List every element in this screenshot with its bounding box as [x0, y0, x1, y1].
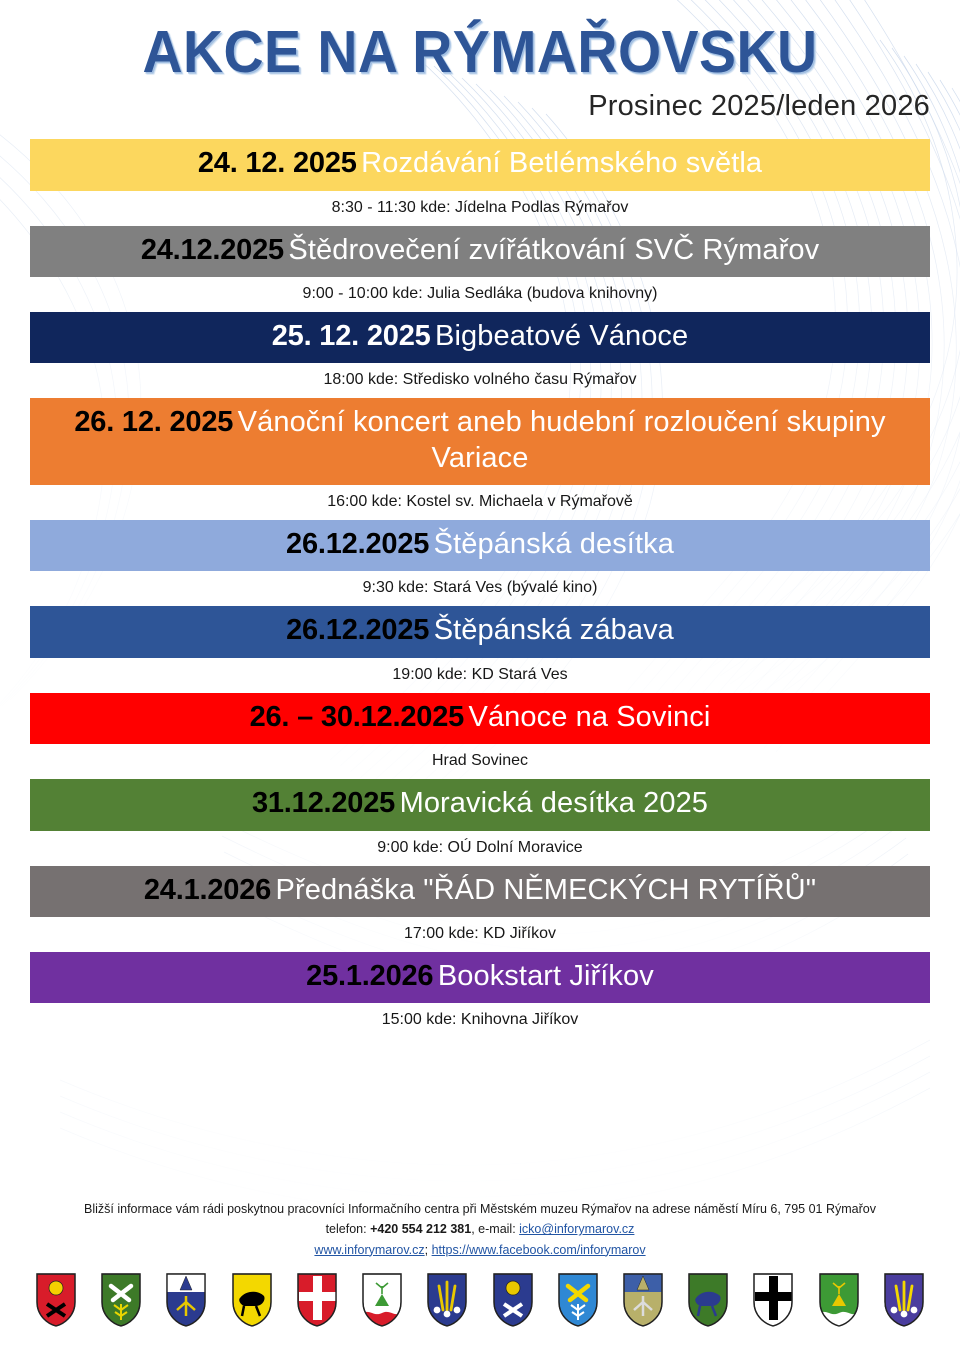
event-item: 25.1.2026 Bookstart Jiříkov 15:00 kde: Kn… — [0, 951, 960, 1038]
event-item: 26.12.2025 Štěpánská zábava 19:00 kde: KD… — [0, 606, 960, 692]
event-name: Moravická desítka 2025 — [399, 787, 709, 820]
event-name: Štědrovečení zvířátkování SVČ Rýmařov — [288, 233, 820, 266]
event-bar[interactable]: 25. 12. 2025 Bigbeatové Vánoce — [30, 311, 930, 364]
event-bar[interactable]: 31.12.2025 Moravická desítka 2025 — [30, 779, 930, 831]
event-bar[interactable]: 26. – 30.12.2025 Vánoce na Sovinci — [30, 692, 930, 745]
event-name: Štěpánská desítka — [433, 528, 674, 561]
event-item: 26. – 30.12.2025 Vánoce na Sovinci Hrad S… — [0, 692, 960, 779]
event-detail: 9:30 kde: Stará Ves (bývalé kino) — [362, 579, 598, 597]
event-date: 25.1.2026 — [306, 959, 434, 992]
event-bar[interactable]: 24. 12. 2025 Rozdávání Betlémského světl… — [30, 139, 930, 191]
crest-rymarov — [36, 1273, 76, 1327]
event-bar[interactable]: 24.12.2025 Štědrovečení zvířátkování SVČ… — [30, 225, 930, 277]
footer-email-label: , e-mail: — [471, 1222, 520, 1237]
footer-contact-info: Bližší informace vám rádi poskytnou prac… — [0, 1199, 960, 1260]
crest-bredov — [688, 1273, 728, 1327]
crest-tvrdkov — [492, 1273, 533, 1327]
event-bar[interactable]: 26.12.2025 Štěpánská zábava — [30, 606, 930, 658]
event-item: 24.1.2026 Přednáška "ŘÁD NĚMECKÝCH RYTÍŘ… — [0, 865, 960, 952]
footer-website-link[interactable]: www.inforymarov.cz — [314, 1242, 425, 1257]
event-date: 24. 12. 2025 — [197, 147, 357, 180]
event-detail: 17:00 kde: KD Jiříkov — [403, 924, 557, 942]
event-detail: 9:00 - 10:00 kde: Julia Sedláka (budova … — [302, 284, 658, 302]
crest-dolni-moravice — [623, 1273, 663, 1327]
event-date: 26.12.2025 — [286, 614, 430, 647]
crest-horni-zivotice — [884, 1273, 924, 1327]
crest-stara-ves — [166, 1273, 207, 1327]
footer-email-link[interactable]: icko@inforymarov.cz — [519, 1222, 635, 1237]
event-bar[interactable]: 25.1.2026 Bookstart Jiříkov — [30, 951, 930, 1004]
event-name: Štěpánská zábava — [433, 614, 674, 647]
event-detail: 18:00 kde: Středisko volného času Rýmařo… — [323, 371, 637, 389]
page-subtitle: Prosinec 2025/leden 2026 — [588, 90, 930, 123]
event-detail: 16:00 kde: Kostel sv. Michaela v Rýmařov… — [327, 493, 633, 511]
event-name: Vánoce na Sovinci — [468, 700, 711, 733]
crest-velka-stahle — [558, 1273, 598, 1327]
crest-ryzoviste — [362, 1273, 402, 1327]
crest-horni-mesto — [101, 1273, 141, 1327]
footer-phone-label: telefon: — [325, 1222, 371, 1237]
footer-facebook-link[interactable]: https://www.facebook.com/inforymarov — [431, 1242, 646, 1257]
event-date: 31.12.2025 — [251, 787, 396, 820]
events-list: 24. 12. 2025 Rozdávání Betlémského světl… — [0, 139, 960, 1038]
event-name: Bigbeatové Vánoce — [435, 319, 689, 352]
event-detail: 15:00 kde: Knihovna Jiříkov — [381, 1011, 579, 1029]
event-bar[interactable]: 24.1.2026 Přednáška "ŘÁD NĚMECKÝCH RYTÍŘ… — [30, 865, 930, 917]
page-title: AKCE NA RÝMAŘOVSKU — [142, 19, 818, 85]
footer-phone-number: +420 554 212 381 — [370, 1222, 472, 1237]
crest-jirikov — [427, 1273, 468, 1327]
crest-stare-mesto — [818, 1273, 859, 1327]
event-name: Přednáška "ŘÁD NĚMECKÝCH RYTÍŘŮ" — [275, 873, 817, 906]
crest-sovinec — [297, 1273, 337, 1327]
event-item: 26. 12. 2025 Vánoční koncert aneb hudebn… — [0, 398, 960, 520]
event-detail: 19:00 kde: KD Stará Ves — [392, 665, 568, 683]
event-detail: 9:00 kde: OÚ Dolní Moravice — [377, 838, 583, 856]
event-item: 24.12.2025 Štědrovečení zvířátkování SVČ… — [0, 225, 960, 312]
event-detail: Hrad Sovinec — [431, 752, 529, 770]
event-item: 24. 12. 2025 Rozdávání Betlémského světl… — [0, 139, 960, 225]
event-date: 26. – 30.12.2025 — [249, 700, 465, 733]
event-bar[interactable]: 26. 12. 2025 Vánoční koncert aneb hudebn… — [30, 398, 930, 486]
event-bar[interactable]: 26.12.2025 Štěpánská desítka — [30, 520, 930, 572]
footer-line-links: www.inforymarov.cz; https://www.facebook… — [0, 1240, 960, 1260]
crest-malaa-moravka — [231, 1273, 272, 1327]
event-item: 26.12.2025 Štěpánská desítka 9:30 kde: St… — [0, 520, 960, 606]
poster-header: AKCE NA RÝMAŘOVSKU Prosinec 2025/leden 2… — [0, 0, 960, 123]
event-item: 31.12.2025 Moravická desítka 2025 9:00 kd… — [0, 779, 960, 865]
event-date: 24.12.2025 — [140, 233, 284, 266]
footer-line-address: Bližší informace vám rádi poskytnou prac… — [84, 1202, 876, 1216]
event-date: 26.12.2025 — [286, 528, 430, 561]
event-date: 24.1.2026 — [143, 873, 272, 906]
municipal-crests-row — [0, 1272, 960, 1328]
event-detail: 8:30 - 11:30 kde: Jídelna Podlas Rýmařov — [331, 198, 629, 216]
footer-line-contact: telefon: +420 554 212 381, e-mail: icko@… — [0, 1219, 960, 1239]
event-name: Vánoční koncert aneb hudební rozloučení … — [237, 406, 886, 474]
crest-lomnice — [753, 1273, 794, 1327]
event-date: 26. 12. 2025 — [74, 406, 234, 439]
event-name: Bookstart Jiříkov — [437, 959, 654, 992]
event-item: 25. 12. 2025 Bigbeatové Vánoce 18:00 kde:… — [0, 311, 960, 398]
event-date: 25. 12. 2025 — [271, 319, 431, 352]
footer-link-separator: ; — [424, 1242, 432, 1257]
event-name: Rozdávání Betlémského světla — [361, 147, 763, 180]
